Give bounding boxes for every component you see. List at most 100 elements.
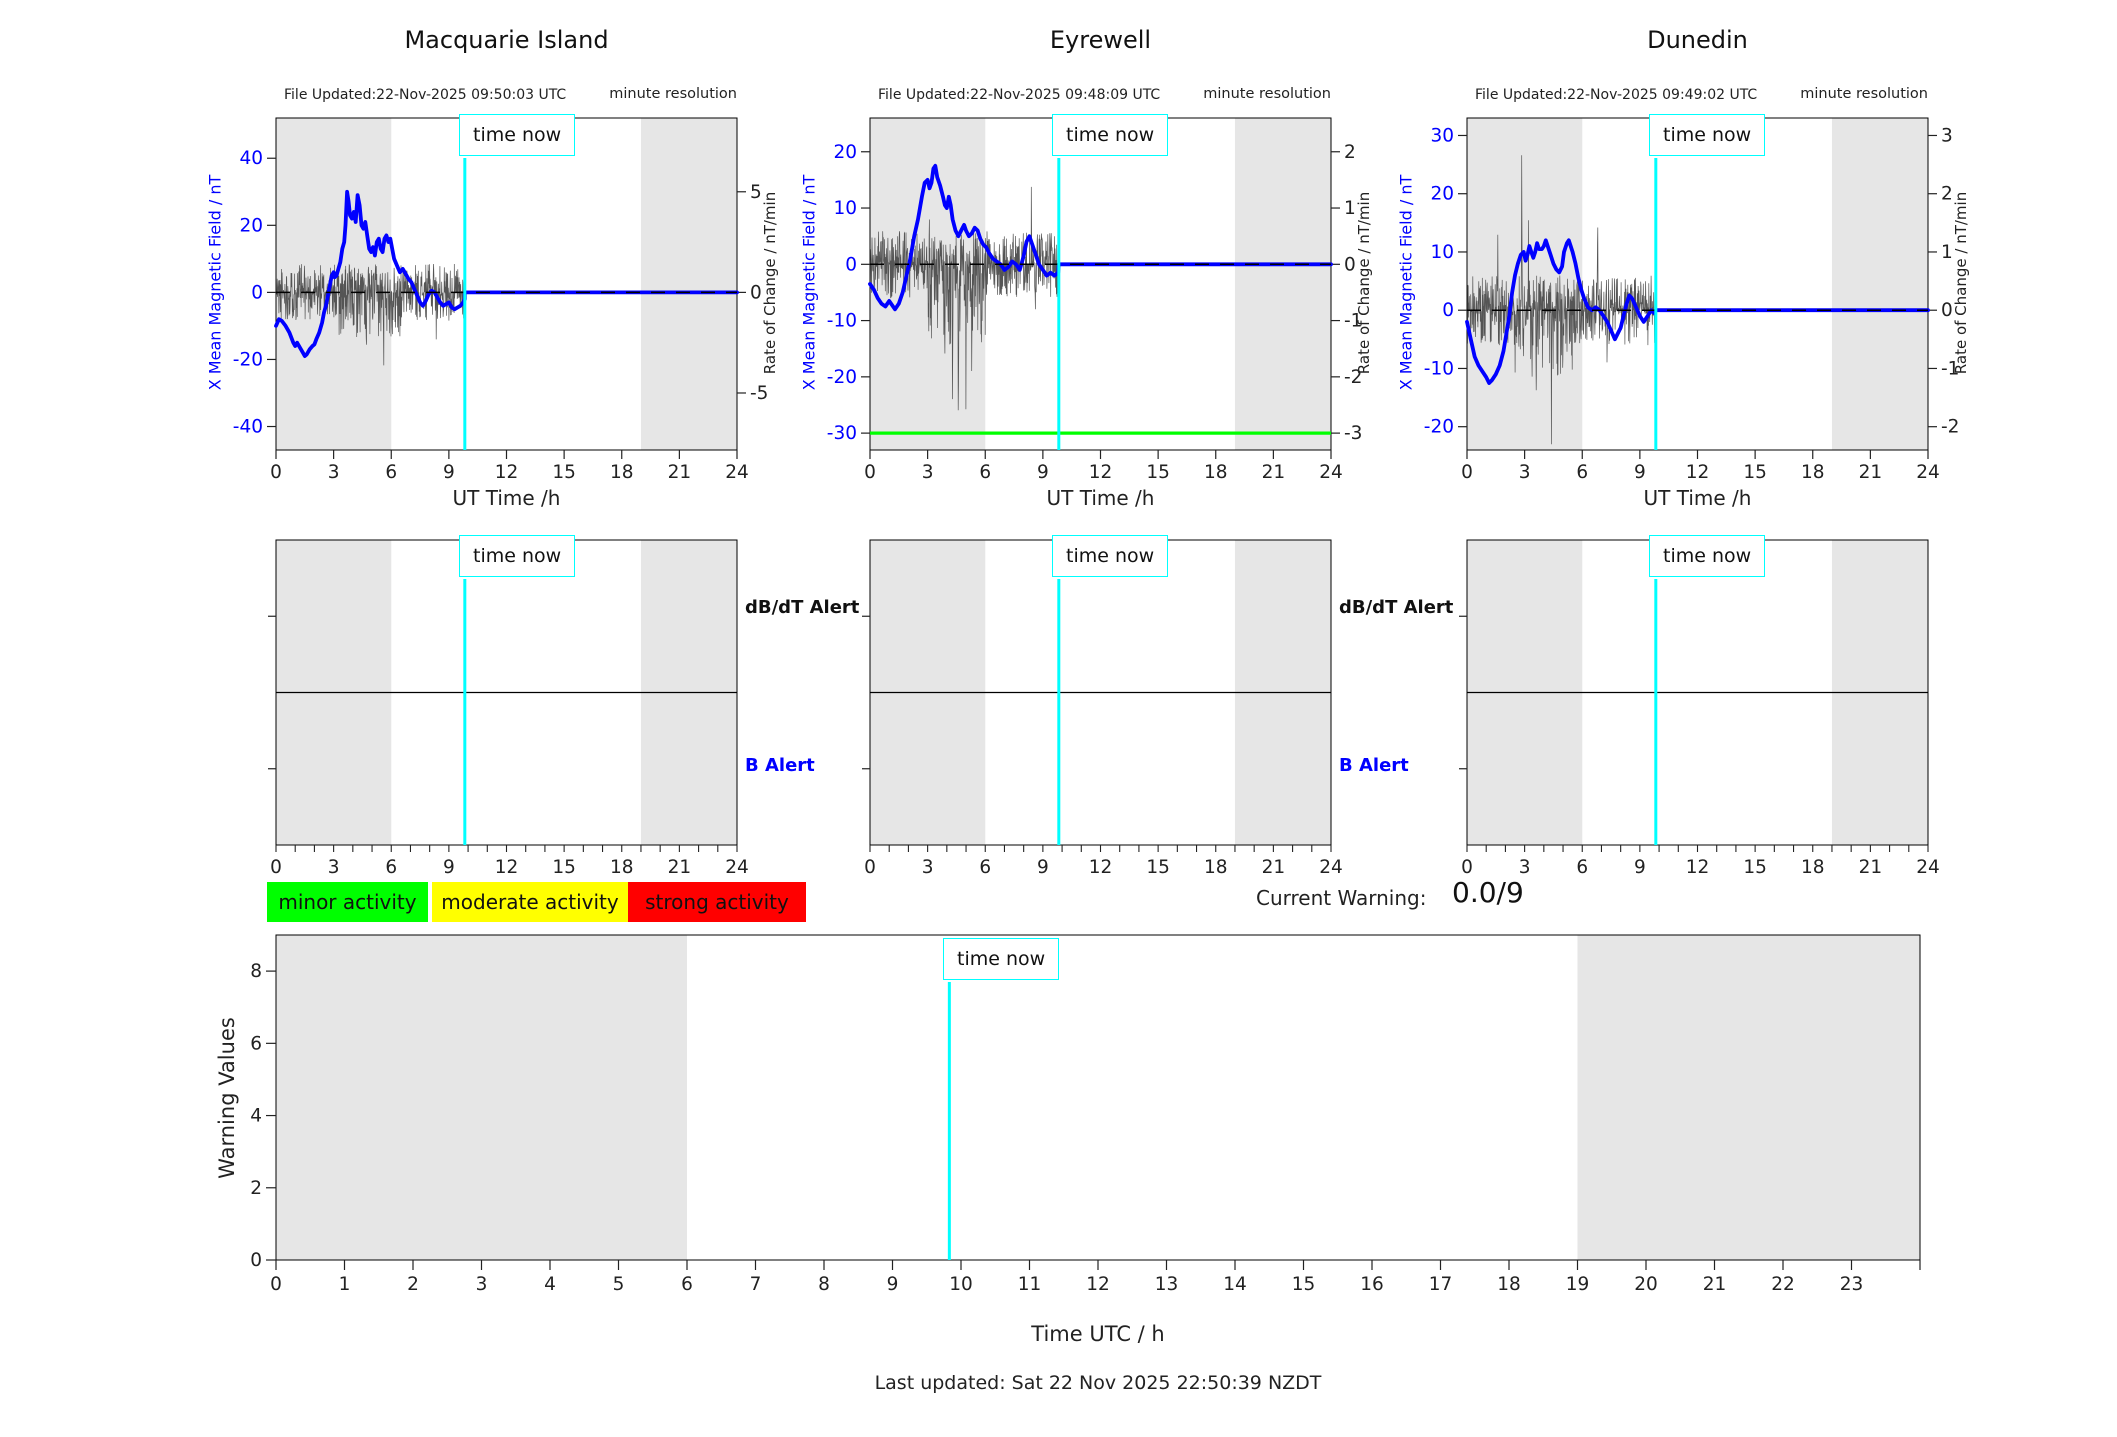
tick-label: 20 xyxy=(1430,184,1454,205)
b-alert-label: B Alert xyxy=(1339,755,1409,776)
tick-label: 24 xyxy=(1319,857,1343,878)
tick-label: 0 xyxy=(270,1274,282,1295)
tick-label: 6 xyxy=(979,462,991,483)
tick-label: 21 xyxy=(1859,462,1883,483)
minute-resolution-macquarie: minute resolution xyxy=(609,86,737,102)
tick-label: 6 xyxy=(385,462,397,483)
tick-label: 0 xyxy=(845,254,857,275)
tick-label: 12 xyxy=(1089,462,1113,483)
tick-label: 8 xyxy=(250,961,262,982)
tick-label: 4 xyxy=(250,1106,262,1127)
tick-label: 15 xyxy=(1292,1274,1316,1295)
tick-label: -3 xyxy=(1344,423,1362,444)
tick-label: 2 xyxy=(1941,184,1953,205)
tick-label: 2 xyxy=(250,1178,262,1199)
tick-label: 9 xyxy=(1037,462,1049,483)
legend-minor-activity: minor activity xyxy=(267,882,428,922)
ut-time-label-eyrewell: UT Time /h xyxy=(1046,486,1155,510)
tick-label: -2 xyxy=(1344,367,1362,388)
tick-label: 6 xyxy=(1576,857,1588,878)
tick-label: 21 xyxy=(1262,857,1286,878)
tick-label: 3 xyxy=(328,462,340,483)
night-shading-band xyxy=(1577,935,1920,1260)
tick-label: 0 xyxy=(251,282,263,303)
eyrewell-alert-panel: 0 3 6 9 12 15 18 21 24 xyxy=(862,539,1343,878)
tick-label: 0 xyxy=(864,462,876,483)
tick-label: 0 xyxy=(1941,300,1953,321)
tick-label: 15 xyxy=(552,857,576,878)
tick-label: 18 xyxy=(1801,462,1825,483)
tick-label: 15 xyxy=(552,462,576,483)
tick-label: -20 xyxy=(1424,417,1454,438)
macquarie-island-alert-panel: 0 3 6 9 12 15 18 21 24 xyxy=(268,539,749,878)
tick-label: -5 xyxy=(750,383,768,404)
tick-label: 1 xyxy=(1344,198,1356,219)
rate-of-change-noise-line xyxy=(276,263,465,366)
tick-label: 13 xyxy=(1155,1274,1179,1295)
mean-field-line xyxy=(1465,238,1930,385)
rate-of-change-noise-line xyxy=(870,186,1059,411)
tick-label: 20 xyxy=(239,215,263,236)
tick-label: 20 xyxy=(833,142,857,163)
tick-label: -10 xyxy=(827,311,857,332)
tick-label: 10 xyxy=(949,1274,973,1295)
tick-label: 21 xyxy=(1703,1274,1727,1295)
warning-values-label: Warning Values xyxy=(215,1017,239,1179)
tick-label: 6 xyxy=(250,1033,262,1054)
tick-label: 0 xyxy=(250,1250,262,1271)
tick-label: 18 xyxy=(610,857,634,878)
tick-label: 18 xyxy=(610,462,634,483)
tick-label: 21 xyxy=(668,462,692,483)
tick-label: 15 xyxy=(1743,857,1767,878)
time-now-box: time now xyxy=(459,114,576,156)
y-left-label-eyrewell: X Mean Magnetic Field / nT xyxy=(799,174,819,391)
tick-label: 12 xyxy=(495,857,519,878)
tick-label: -1 xyxy=(1344,311,1362,332)
tick-label: 0 xyxy=(864,857,876,878)
dbdt-alert-label: dB/dT Alert xyxy=(1339,597,1454,618)
tick-label: -10 xyxy=(1424,358,1454,379)
tick-label: 0 xyxy=(270,857,282,878)
dunedin-alert-panel: 0 3 6 9 12 15 18 21 24 xyxy=(1459,539,1940,878)
tick-label: -1 xyxy=(1941,358,1959,379)
time-now-box: time now xyxy=(1649,114,1766,156)
tick-label: 0 xyxy=(1442,300,1454,321)
tick-label: 9 xyxy=(1037,857,1049,878)
tick-label: 9 xyxy=(1634,857,1646,878)
tick-label: 11 xyxy=(1018,1274,1042,1295)
y-right-label-eyrewell: Rate of Change / nT/min xyxy=(1355,191,1373,375)
ut-time-label-dunedin: UT Time /h xyxy=(1643,486,1752,510)
tick-label: 3 xyxy=(328,857,340,878)
time-now-box: time now xyxy=(943,938,1060,980)
night-shading-band xyxy=(276,935,687,1260)
tick-label: 15 xyxy=(1146,857,1170,878)
tick-label: -30 xyxy=(827,423,857,444)
y-left-label-dunedin: X Mean Magnetic Field / nT xyxy=(1396,174,1416,391)
tick-label: 3 xyxy=(922,857,934,878)
tick-label: 2 xyxy=(1344,142,1356,163)
y-left-label-macquarie: X Mean Magnetic Field / nT xyxy=(205,174,225,391)
tick-label: 12 xyxy=(1686,857,1710,878)
tick-label: 0 xyxy=(1461,857,1473,878)
ut-time-label-macquarie: UT Time /h xyxy=(452,486,561,510)
tick-label: 10 xyxy=(1430,242,1454,263)
file-updated-macquarie: File Updated:22-Nov-2025 09:50:03 UTC xyxy=(284,87,567,103)
tick-label: 16 xyxy=(1360,1274,1384,1295)
tick-label: 6 xyxy=(979,857,991,878)
tick-label: 18 xyxy=(1801,857,1825,878)
night-shading-band xyxy=(1234,118,1331,450)
tick-label: 12 xyxy=(1686,462,1710,483)
tick-label: 0 xyxy=(270,462,282,483)
tick-label: 6 xyxy=(385,857,397,878)
dbdt-alert-label: dB/dT Alert xyxy=(745,597,860,618)
tick-label: -2 xyxy=(1941,417,1959,438)
tick-label: 12 xyxy=(1089,857,1113,878)
tick-label: 12 xyxy=(495,462,519,483)
tick-label: 0 xyxy=(1344,254,1356,275)
tick-label: 18 xyxy=(1497,1274,1521,1295)
tick-label: 1 xyxy=(339,1274,351,1295)
tick-label: 3 xyxy=(922,462,934,483)
tick-label: 18 xyxy=(1204,857,1228,878)
